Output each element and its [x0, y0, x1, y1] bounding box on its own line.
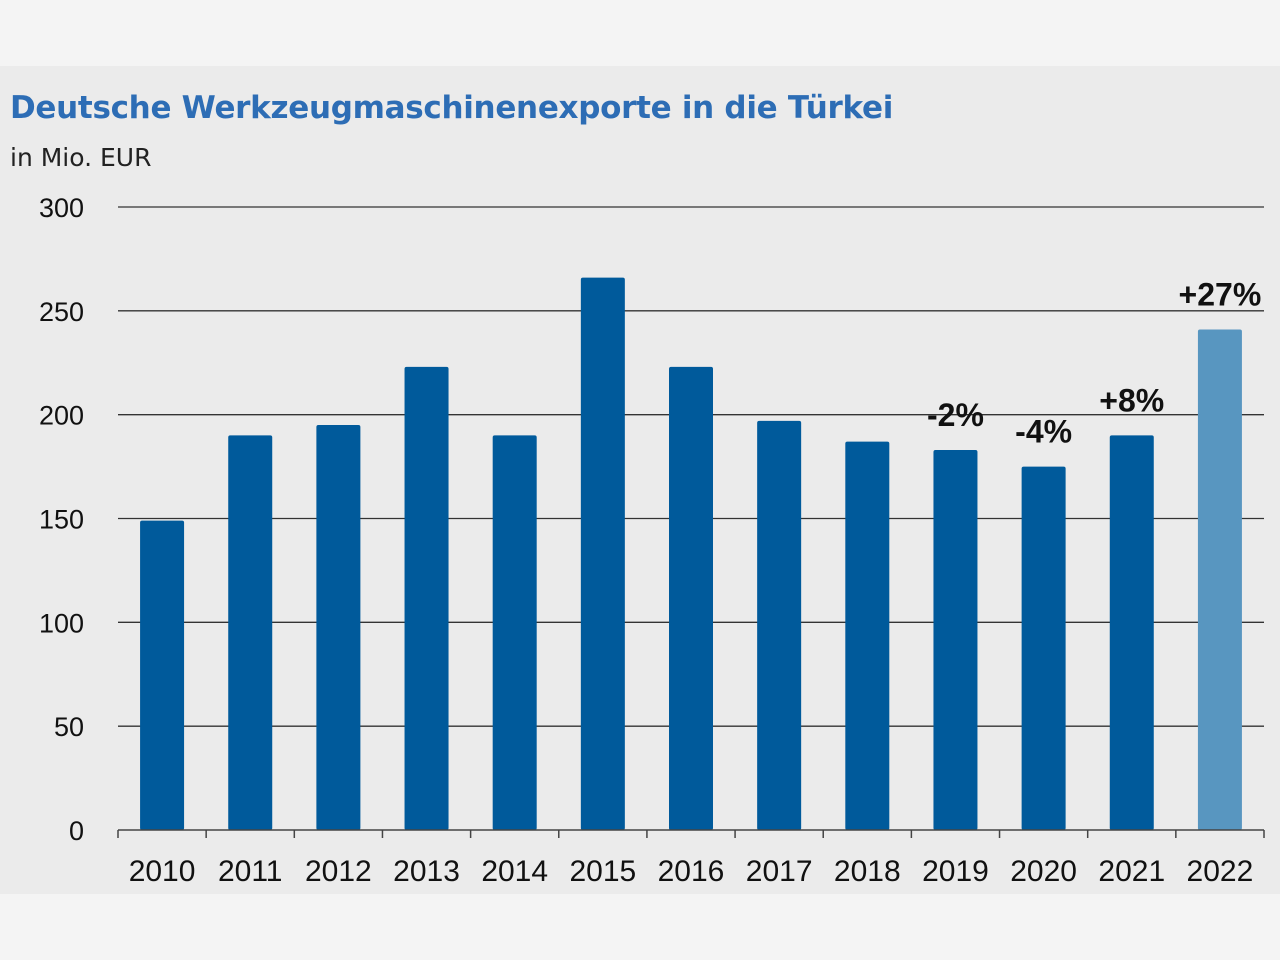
y-tick-label: 300	[39, 193, 84, 223]
bar-annotation: +27%	[1179, 277, 1262, 313]
x-tick-label: 2015	[569, 855, 636, 888]
y-tick-label: 150	[39, 505, 84, 535]
y-tick-label: 200	[39, 401, 84, 431]
chart-subtitle: in Mio. EUR	[10, 143, 152, 172]
bar-2015	[580, 277, 625, 830]
bar-annotation: +8%	[1099, 382, 1164, 418]
bar-2017	[757, 420, 802, 830]
bar-2020	[1021, 466, 1066, 830]
y-tick-label: 50	[54, 712, 84, 742]
bar-2011	[228, 435, 273, 830]
x-tick-label: 2013	[393, 855, 460, 888]
y-tick-label: 100	[39, 608, 84, 638]
chart-title: Deutsche Werkzeugmaschinenexporte in die…	[10, 90, 894, 126]
y-tick-label: 250	[39, 297, 84, 327]
bar-annotation: -4%	[1015, 414, 1072, 450]
bar-2016	[669, 366, 713, 830]
bar-2012	[316, 425, 361, 830]
y-tick-label: 0	[69, 816, 84, 846]
x-tick-label: 2011	[218, 855, 283, 888]
x-tick-label: 2021	[1098, 855, 1165, 888]
bar-2021	[1109, 435, 1154, 830]
bar-2013	[404, 366, 449, 830]
x-tick-label: 2018	[834, 855, 901, 888]
bar-2014	[492, 435, 537, 830]
bar-2022	[1197, 329, 1242, 830]
bar-annotation: -2%	[927, 397, 984, 433]
x-tick-label: 2022	[1187, 855, 1254, 888]
chart-panel	[0, 66, 1280, 894]
x-tick-label: 2017	[746, 855, 813, 888]
x-tick-label: 2020	[1010, 855, 1077, 888]
bar-2010	[140, 520, 185, 830]
x-tick-label: 2010	[129, 855, 196, 888]
bar-2019	[933, 449, 978, 830]
x-tick-label: 2014	[481, 855, 548, 888]
x-tick-label: 2012	[305, 855, 372, 888]
x-tick-label: 2019	[922, 855, 989, 888]
x-tick-label: 2016	[658, 855, 725, 888]
bar-2018	[845, 441, 890, 830]
